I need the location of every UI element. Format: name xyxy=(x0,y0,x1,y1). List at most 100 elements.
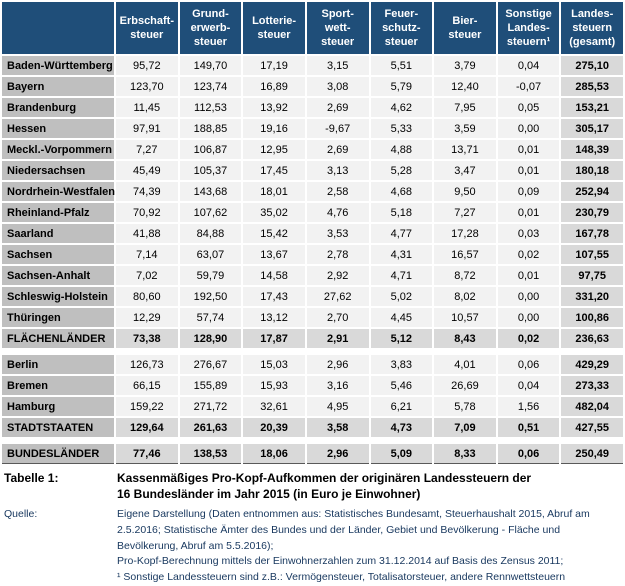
row-label: Niedersachsen xyxy=(2,161,114,180)
value-cell: 4,31 xyxy=(370,245,433,264)
value-cell: 8,33 xyxy=(434,444,496,464)
table-row: Bremen 66,15 155,89 15,93 3,16 5,46 26,69 0,04 2… xyxy=(2,376,623,395)
value-cell: 16,57 xyxy=(434,245,496,264)
value-cell: 11,45 xyxy=(116,98,178,117)
value-cell: 9,50 xyxy=(434,182,496,201)
table-row: Thüringen 12,29 57,74 13,12 2,70 4,45 10,57 0,0… xyxy=(2,308,623,327)
value-cell: 4,73 xyxy=(370,418,433,437)
value-cell: 4,76 xyxy=(306,203,369,222)
value-cell: 0,02 xyxy=(497,245,560,264)
value-cell: 180,18 xyxy=(561,161,623,180)
row-label: Schleswig-Holstein xyxy=(2,287,114,306)
row-label: BUNDESLÄNDER xyxy=(2,444,114,464)
value-cell: 482,04 xyxy=(561,397,623,416)
value-cell: 3,08 xyxy=(306,77,369,96)
value-cell: 13,92 xyxy=(243,98,305,117)
value-cell: -0,07 xyxy=(497,77,560,96)
value-cell: 97,75 xyxy=(561,266,623,285)
table-row: BUNDESLÄNDER 77,46 138,53 18,06 2,96 5,09 8,33… xyxy=(2,444,623,464)
value-cell: 17,43 xyxy=(243,287,305,306)
value-cell: 107,55 xyxy=(561,245,623,264)
value-cell: 4,71 xyxy=(370,266,433,285)
value-cell: 123,74 xyxy=(179,77,242,96)
table-row: FLÄCHENLÄNDER 73,38 128,90 17,87 2,91 5,12 8,4… xyxy=(2,329,623,348)
value-cell: 4,77 xyxy=(370,224,433,243)
value-cell: 70,92 xyxy=(116,203,178,222)
table-row: Meckl.-Vorpommern 7,27 106,87 12,95 2,69 4,88… xyxy=(2,140,623,159)
value-cell: 20,39 xyxy=(243,418,305,437)
value-cell: 13,71 xyxy=(434,140,496,159)
value-cell: 155,89 xyxy=(179,376,242,395)
row-label: Saarland xyxy=(2,224,114,243)
row-label: Hamburg xyxy=(2,397,114,416)
value-cell: 12,40 xyxy=(434,77,496,96)
value-cell: 2,58 xyxy=(306,182,369,201)
value-cell: 74,39 xyxy=(116,182,178,201)
value-cell: 273,33 xyxy=(561,376,623,395)
value-cell: 167,78 xyxy=(561,224,623,243)
value-cell: 5,28 xyxy=(370,161,433,180)
value-cell: 106,87 xyxy=(179,140,242,159)
value-cell: 12,29 xyxy=(116,308,178,327)
source-line: Eigene Darstellung (Daten entnommen aus:… xyxy=(117,508,590,552)
table-row: Hamburg 159,22 271,72 32,61 4,95 6,21 5,78 1,56… xyxy=(2,397,623,416)
column-header: Grund- erwerb- steuer xyxy=(179,2,242,54)
value-cell: 0,02 xyxy=(497,329,560,348)
value-cell: 12,95 xyxy=(243,140,305,159)
column-header: Feuer- schutz- steuer xyxy=(370,2,433,54)
table-row: Sachsen 7,14 63,07 13,67 2,78 4,31 16,57 0,02 10… xyxy=(2,245,623,264)
source-note: Eigene Darstellung (Daten entnommen aus:… xyxy=(117,507,619,586)
row-label: Hessen xyxy=(2,119,114,138)
value-cell: 126,73 xyxy=(116,355,178,374)
value-cell: 14,58 xyxy=(243,266,305,285)
value-cell: 4,45 xyxy=(370,308,433,327)
spacer-row xyxy=(2,350,623,353)
value-cell: 7,95 xyxy=(434,98,496,117)
value-cell: 3,53 xyxy=(306,224,369,243)
column-header: Bier- steuer xyxy=(434,2,496,54)
spacer-row xyxy=(2,439,623,442)
value-cell: 57,74 xyxy=(179,308,242,327)
value-cell: 2,92 xyxy=(306,266,369,285)
value-cell: 17,28 xyxy=(434,224,496,243)
value-cell: 95,72 xyxy=(116,56,178,75)
value-cell: 3,79 xyxy=(434,56,496,75)
row-label: Berlin xyxy=(2,355,114,374)
value-cell: 5,78 xyxy=(434,397,496,416)
column-header: Erbschaft- steuer xyxy=(116,2,178,54)
value-cell: 0,06 xyxy=(497,355,560,374)
value-cell: 3,83 xyxy=(370,355,433,374)
value-cell: 0,04 xyxy=(497,376,560,395)
row-label: Bayern xyxy=(2,77,114,96)
value-cell: 73,38 xyxy=(116,329,178,348)
value-cell: 5,12 xyxy=(370,329,433,348)
value-cell: 149,70 xyxy=(179,56,242,75)
value-cell: 13,67 xyxy=(243,245,305,264)
source-line: ¹ Sonstige Landessteuern sind z.B.: Verm… xyxy=(117,571,566,584)
value-cell: 230,79 xyxy=(561,203,623,222)
row-label: Bremen xyxy=(2,376,114,395)
value-cell: 0,06 xyxy=(497,444,560,464)
value-cell: 3,58 xyxy=(306,418,369,437)
value-cell: 2,91 xyxy=(306,329,369,348)
value-cell: 4,88 xyxy=(370,140,433,159)
row-label: Thüringen xyxy=(2,308,114,327)
value-cell: 138,53 xyxy=(179,444,242,464)
table-row: Brandenburg 11,45 112,53 13,92 2,69 4,62 7,95 0… xyxy=(2,98,623,117)
value-cell: 5,18 xyxy=(370,203,433,222)
value-cell: 148,39 xyxy=(561,140,623,159)
value-cell: 3,13 xyxy=(306,161,369,180)
value-cell: -9,67 xyxy=(306,119,369,138)
value-cell: 252,94 xyxy=(561,182,623,201)
value-cell: 0,00 xyxy=(497,119,560,138)
table-row: Sachsen-Anhalt 7,02 59,79 14,58 2,92 4,71 8,72… xyxy=(2,266,623,285)
value-cell: 427,55 xyxy=(561,418,623,437)
table-row: STADTSTAATEN 129,64 261,63 20,39 3,58 4,73 7,0… xyxy=(2,418,623,437)
value-cell: 8,72 xyxy=(434,266,496,285)
value-cell: 4,62 xyxy=(370,98,433,117)
value-cell: 285,53 xyxy=(561,77,623,96)
value-cell: 84,88 xyxy=(179,224,242,243)
value-cell: 18,01 xyxy=(243,182,305,201)
value-cell: 0,00 xyxy=(497,308,560,327)
value-cell: 250,49 xyxy=(561,444,623,464)
